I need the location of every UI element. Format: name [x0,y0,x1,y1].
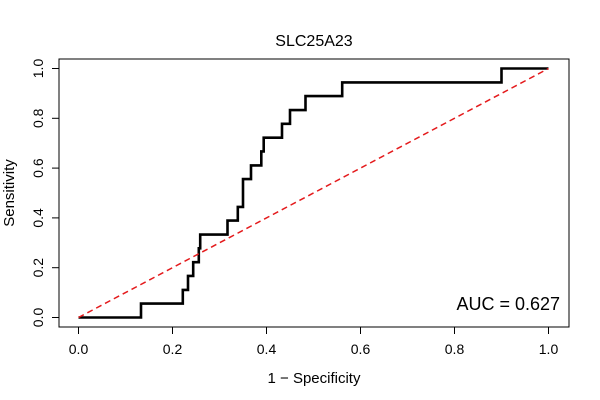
x-tick-label: 0.6 [351,341,371,357]
x-tick-label: 0.0 [69,341,89,357]
x-axis-label: 1 − Specificity [268,370,361,387]
reference-diagonal-line [78,67,549,319]
plot-area: 0.0 0.2 0.4 0.6 0.8 1.0 0.0 0.2 0.4 0.6 0.8 1.0 [30,58,570,357]
x-tick-label: 0.8 [445,341,465,357]
y-tick-label: 0.8 [30,108,46,128]
auc-annotation: AUC = 0.627 [456,294,560,314]
y-axis-label: Sensitivity [1,159,18,227]
y-tick-label: 0.6 [30,158,46,178]
y-tick-label: 0.2 [30,258,46,278]
y-tick-label: 0.4 [30,208,46,228]
y-tick-label: 1.0 [30,59,46,79]
roc-curve-line [78,67,549,319]
y-tick-label: 0.0 [30,308,46,328]
x-tick-label: 1.0 [539,341,559,357]
x-tick-label: 0.2 [163,341,183,357]
chart-title: SLC25A23 [275,33,352,50]
x-tick-label: 0.4 [257,341,277,357]
